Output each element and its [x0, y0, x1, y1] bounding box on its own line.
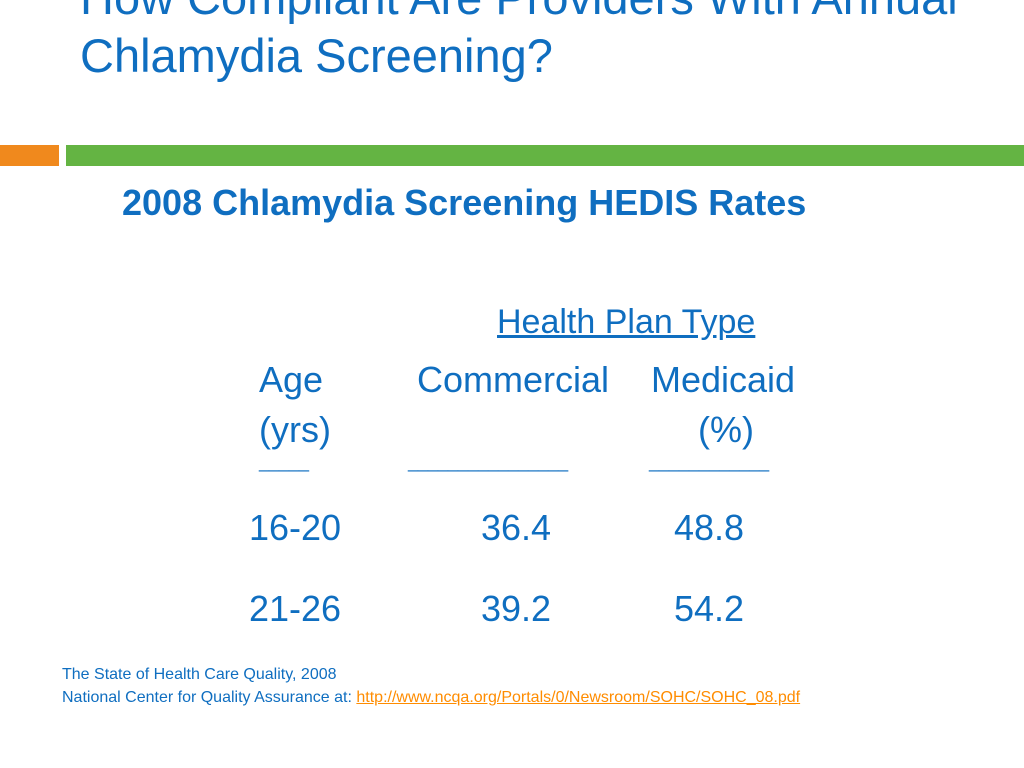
medicaid-units-label: (%)	[698, 409, 754, 450]
table-row-age: 16-20	[249, 507, 342, 548]
source-pdf-link[interactable]: http://www.ncqa.org/Portals/0/Newsroom/S…	[356, 689, 801, 706]
age-underline: _____	[259, 452, 310, 472]
table-row-commercial-rate: 39.2	[481, 588, 552, 629]
health-plan-type-header: Health Plan Type	[497, 303, 756, 341]
age-column-header: Age	[259, 359, 324, 400]
source-organization-text: National Center for Quality Assurance at…	[62, 689, 357, 706]
orange-accent-bar	[0, 145, 59, 166]
slide-title: How Compliant Are Providers With Annual …	[80, 0, 958, 82]
medicaid-column-header: Medicaid	[651, 359, 796, 400]
table-row-medicaid-rate: 54.2	[674, 588, 745, 629]
green-accent-bar	[66, 145, 1024, 166]
age-units-label: (yrs)	[259, 409, 331, 450]
commercial-underline: ________________	[408, 452, 569, 472]
commercial-column-header: Commercial	[417, 359, 610, 400]
source-report-line: The State of Health Care Quality, 2008	[62, 666, 337, 683]
source-citation: The State of Health Care Quality, 2008 N…	[62, 663, 800, 709]
source-organization-line: National Center for Quality Assurance at…	[62, 686, 800, 709]
table-row-medicaid-rate: 48.8	[674, 507, 745, 548]
table-row-age: 21-26	[249, 588, 342, 629]
table-row-commercial-rate: 36.4	[481, 507, 552, 548]
slide-subtitle: 2008 Chlamydia Screening HEDIS Rates	[122, 182, 807, 223]
medicaid-underline: ____________	[649, 452, 770, 472]
